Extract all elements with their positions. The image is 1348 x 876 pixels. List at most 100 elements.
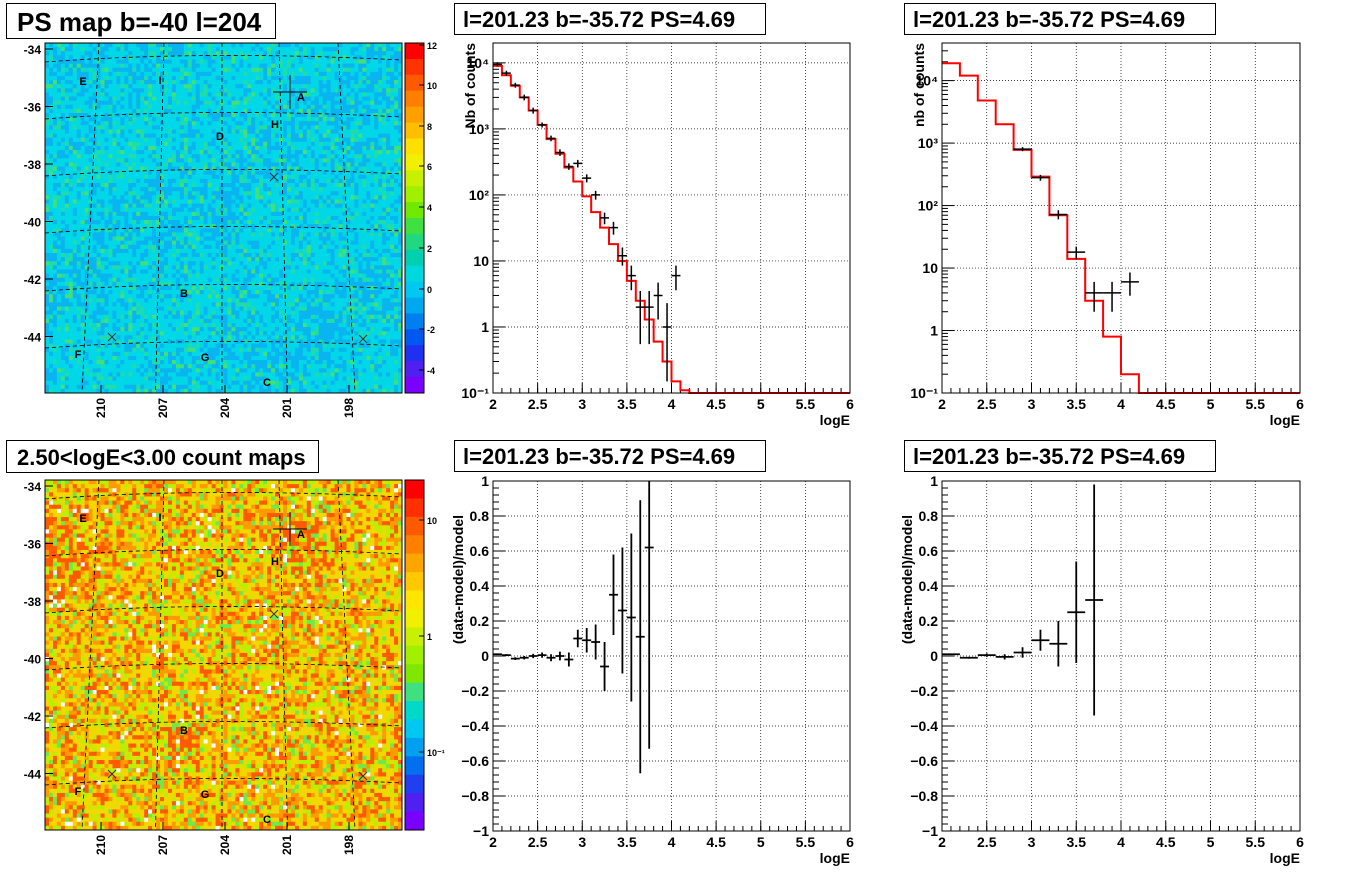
map_top-cell [235,63,240,69]
map_top-cell [223,55,228,60]
map_top-cell [191,47,197,52]
map_top-cell [358,104,363,110]
map_top-cell [60,75,66,81]
map_top-cell [195,240,201,246]
map_top-cell [164,224,169,229]
map_top-cell [330,203,335,209]
map_top-cell [283,75,288,81]
map_top-cell [219,80,224,85]
map_top-cell [342,162,347,167]
map_top-cell [275,265,280,270]
map_top-cell [394,47,399,52]
map_top-cell [164,117,169,122]
map_top-cell [171,96,177,102]
map_top-cell [390,63,395,69]
map_top-cell [84,248,90,254]
map_top-cell [187,43,193,48]
map_top-cell [140,84,145,89]
map_top-cell [382,133,387,139]
map_top-cell [156,269,161,274]
map_top-cell [203,158,209,163]
map_top-cell [370,133,375,139]
map_top-cell [207,137,212,143]
map_top-cell [314,199,320,204]
map_top-cell [60,178,66,184]
map_top-cell [378,43,383,48]
map_top-cell [104,141,109,147]
map_top-cell [362,129,367,134]
map_top-cell [164,211,169,217]
map_top-cell [112,174,117,180]
map_top-cell [175,236,181,242]
map_top-cell [167,129,173,134]
map_top-cell [350,178,355,184]
map_top-cell [330,248,335,254]
map_top-cell [140,220,145,225]
map_top-cell [112,240,117,246]
map_top-cell [112,224,117,229]
map_top-cell [219,117,224,122]
map_top-cell [294,113,300,118]
map_top-cell [231,215,236,221]
map_top-cell [104,117,109,122]
map_top-cell [267,145,272,151]
map_top-cell [207,43,212,48]
map_top-cell [199,133,205,139]
map_top-cell [259,244,264,250]
map_top-cell [96,244,101,250]
map_top-cell [231,150,236,155]
map_top-cell [374,265,379,270]
map_top-cell [203,154,209,159]
map_top-cell [124,253,129,258]
map_top-cell [243,125,248,130]
map_top-cell [124,170,129,176]
map_top-cell [370,199,375,204]
map_top-cell [211,183,216,188]
map_top-cell [100,59,105,64]
map_top-cell [160,129,165,134]
map_top-cell [88,269,93,274]
map_top-cell [267,55,272,60]
map_top-cell [124,137,129,143]
map_top-cell [350,253,355,258]
map_top-cell [338,158,343,163]
map_top-cell [338,228,343,233]
map_top-cell [203,240,209,246]
map_top-cell [346,199,351,204]
map_top-cell [251,137,256,143]
map_top-cell [195,125,201,130]
map_top-cell [52,80,58,85]
map_top-cell [80,253,86,258]
map_top-cell [338,121,343,126]
map_top-cell [164,63,169,69]
map_top-cell [342,166,347,172]
map_top-cell [338,125,343,130]
map_top-cell [243,43,248,48]
map_top-cell [60,220,66,225]
map_top-cell [386,96,391,102]
map_top-cell [108,187,113,192]
map_top-cell [239,71,244,77]
map_top-cell [267,236,272,242]
map_top-cell [52,257,58,262]
map_top-cell [382,224,387,229]
map_top-cell [156,113,161,118]
map_top-cell [164,195,169,200]
map_top-cell [132,162,137,167]
map_top-cell [275,207,280,213]
map_top-cell [45,63,50,69]
map_top-cell [279,232,284,237]
map_top-cell [104,248,109,254]
map_top-cell [338,244,343,250]
map_top-cell [263,203,268,209]
map_top-cell [370,211,375,217]
map_top-cell [132,174,137,180]
map_top-cell [350,150,355,155]
map_top-cell [394,129,399,134]
map_top-cell [64,265,70,270]
map_top-cell [92,80,97,85]
map_top-cell [156,51,161,56]
map_top-cell [231,125,236,130]
map_top-cell [92,63,97,69]
map_top-cell [398,203,403,209]
